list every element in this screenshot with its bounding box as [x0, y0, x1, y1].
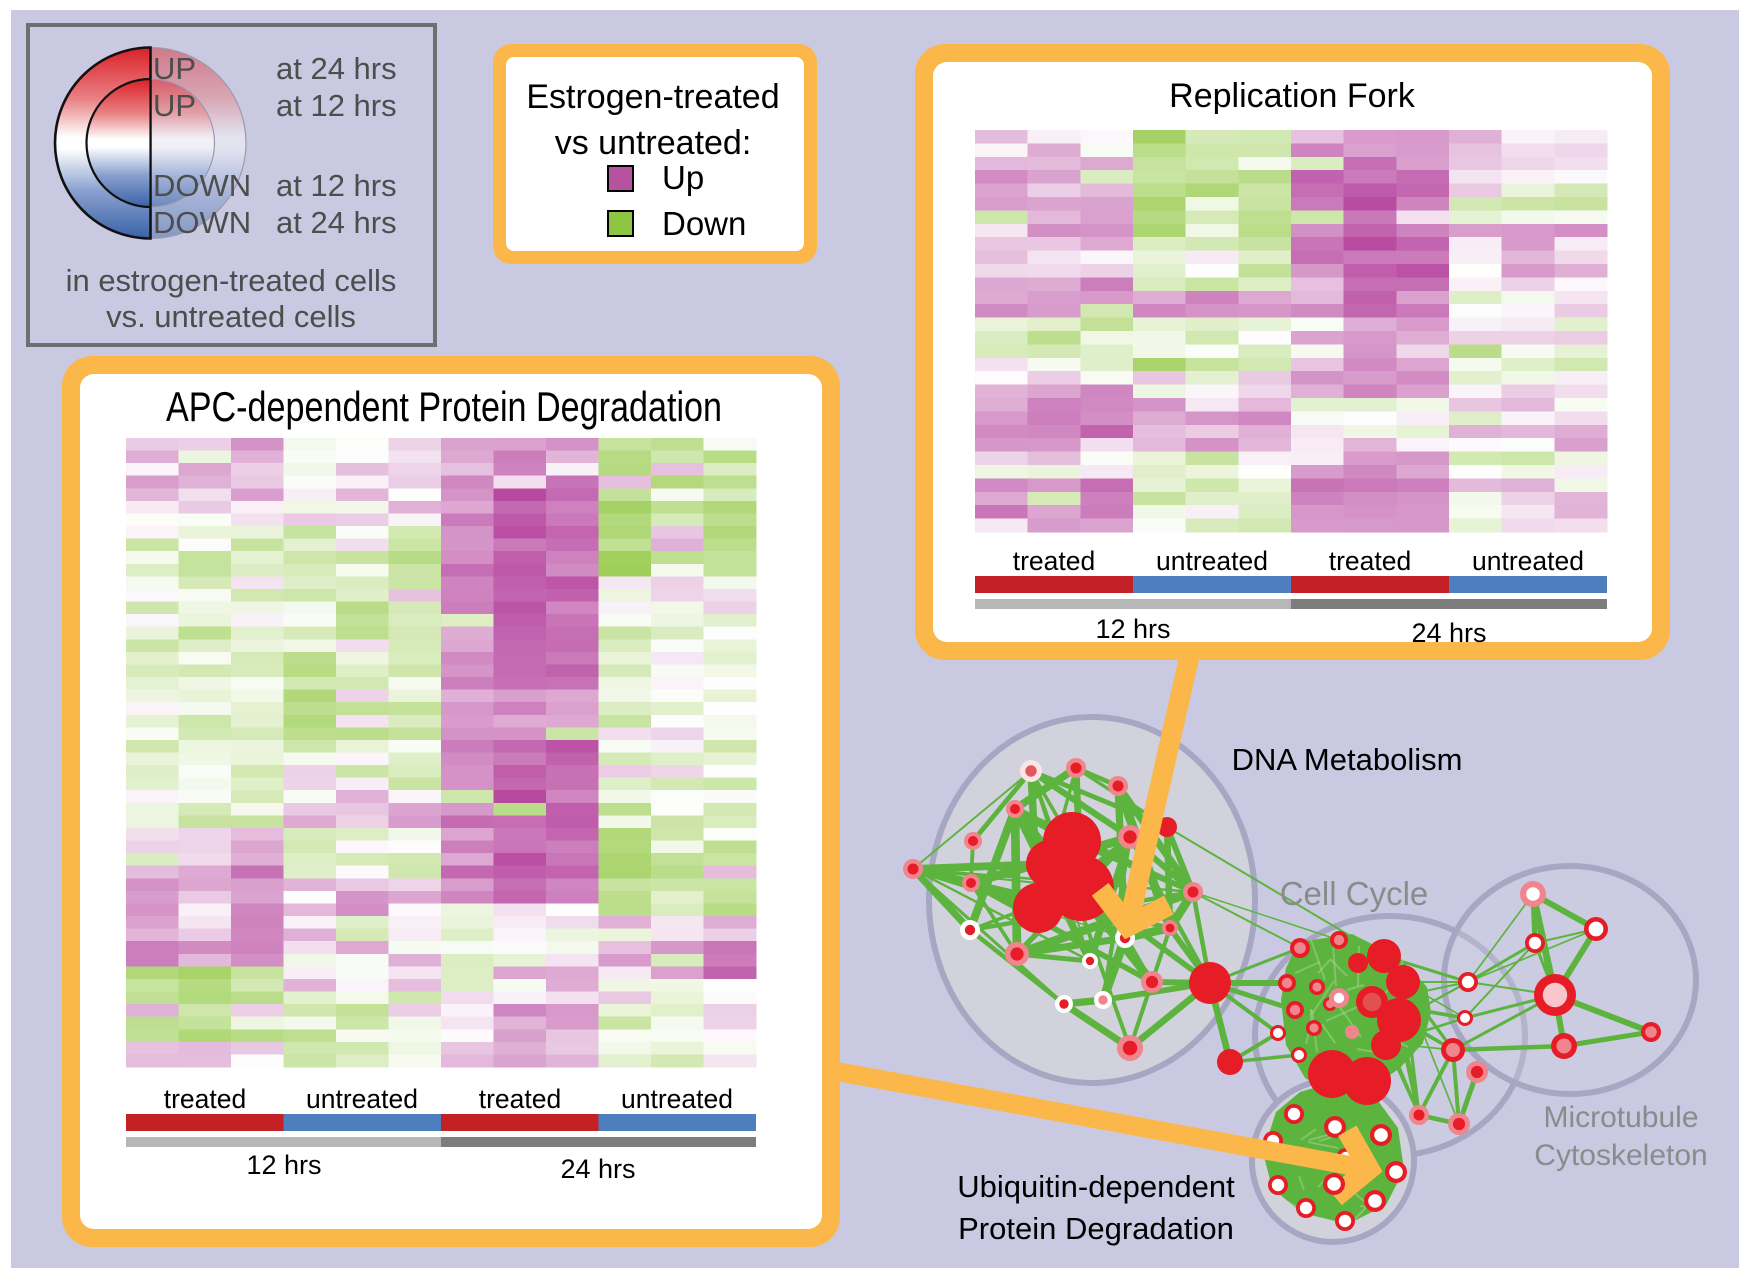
svg-text:Estrogen-treated: Estrogen-treated [526, 78, 779, 116]
svg-text:at 12 hrs: at 12 hrs [276, 168, 397, 203]
svg-text:untreated: untreated [1156, 546, 1268, 576]
svg-text:at 12 hrs: at 12 hrs [276, 88, 397, 123]
svg-text:DNA Metabolism: DNA Metabolism [1232, 742, 1463, 777]
svg-text:Protein Degradation: Protein Degradation [958, 1211, 1234, 1246]
svg-text:at 24 hrs: at 24 hrs [276, 51, 397, 86]
svg-text:24 hrs: 24 hrs [560, 1154, 635, 1184]
svg-text:12 hrs: 12 hrs [246, 1150, 321, 1180]
svg-text:vs untreated:: vs untreated: [555, 124, 752, 162]
svg-text:Cell Cycle: Cell Cycle [1280, 875, 1429, 912]
svg-text:at 24 hrs: at 24 hrs [276, 205, 397, 240]
svg-text:treated: treated [1013, 546, 1096, 576]
svg-text:in estrogen-treated cells: in estrogen-treated cells [66, 263, 397, 298]
svg-text:UP: UP [153, 88, 196, 123]
svg-text:untreated: untreated [1472, 546, 1584, 576]
svg-text:24 hrs: 24 hrs [1411, 618, 1486, 648]
svg-text:untreated: untreated [306, 1084, 418, 1114]
svg-text:UP: UP [153, 51, 196, 86]
svg-text:Microtubule: Microtubule [1543, 1101, 1698, 1134]
svg-text:Down: Down [662, 205, 746, 242]
svg-text:Cytoskeleton: Cytoskeleton [1534, 1139, 1707, 1172]
svg-text:DOWN: DOWN [153, 168, 251, 203]
svg-text:treated: treated [164, 1084, 247, 1114]
svg-text:Replication Fork: Replication Fork [1169, 77, 1416, 115]
svg-text:untreated: untreated [621, 1084, 733, 1114]
svg-text:APC-dependent Protein Degradat: APC-dependent Protein Degradation [166, 383, 722, 430]
svg-text:vs. untreated cells: vs. untreated cells [106, 299, 356, 334]
svg-text:treated: treated [479, 1084, 562, 1114]
svg-text:Ubiquitin-dependent: Ubiquitin-dependent [957, 1169, 1235, 1204]
svg-text:Up: Up [662, 159, 704, 196]
svg-text:treated: treated [1329, 546, 1412, 576]
svg-text:DOWN: DOWN [153, 205, 251, 240]
svg-text:12 hrs: 12 hrs [1095, 614, 1170, 644]
